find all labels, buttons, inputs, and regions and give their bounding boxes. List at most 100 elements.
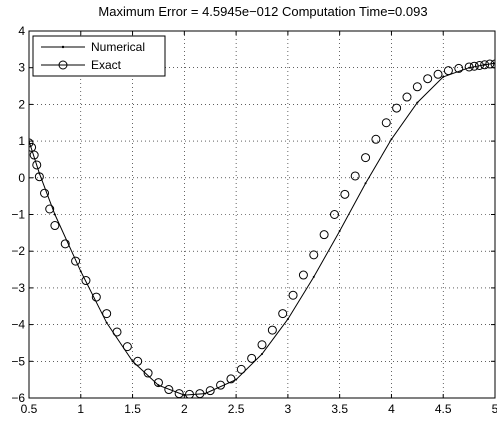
- data-point-exact: [40, 188, 50, 198]
- data-point-exact: [216, 380, 226, 390]
- data-point-exact: [247, 353, 257, 363]
- data-point-numerical: [79, 270, 82, 273]
- data-point-exact: [381, 118, 391, 128]
- data-point-exact: [423, 74, 433, 84]
- data-point-exact: [443, 66, 453, 76]
- data-point-exact: [34, 172, 44, 182]
- data-point-exact: [153, 378, 163, 388]
- data-point-exact: [402, 92, 412, 102]
- data-point-exact: [205, 386, 215, 396]
- data-point-exact: [267, 325, 277, 335]
- data-point-numerical: [312, 275, 315, 278]
- x-tick-label: 2: [181, 402, 188, 416]
- data-point-exact: [122, 342, 132, 352]
- data-point-numerical: [483, 63, 486, 66]
- series-exact: [29, 59, 495, 398]
- y-tick-label: −3: [11, 281, 25, 295]
- y-tick-label: −5: [11, 354, 25, 368]
- data-point-exact: [319, 230, 329, 240]
- series-layer: [29, 59, 495, 398]
- grid-lines: [29, 31, 495, 398]
- data-point-exact: [454, 63, 464, 73]
- data-point-exact: [32, 160, 42, 170]
- y-tick-label: −6: [11, 391, 25, 405]
- data-point-numerical: [286, 318, 289, 321]
- y-tick-label: −4: [11, 318, 25, 332]
- legend: Numerical Exact: [32, 35, 166, 77]
- x-tick-label: 4.5: [435, 402, 452, 416]
- data-point-exact: [485, 59, 495, 69]
- data-point-numerical: [416, 101, 419, 104]
- x-tick-label: 3: [285, 402, 292, 416]
- data-point-exact: [50, 221, 60, 231]
- data-point-numerical: [157, 384, 160, 387]
- y-tick-label: −1: [11, 208, 25, 222]
- data-point-exact: [371, 134, 381, 144]
- data-point-exact: [29, 142, 37, 152]
- data-point-numerical: [390, 138, 393, 141]
- legend-box: [32, 35, 166, 77]
- data-point-exact: [433, 69, 443, 79]
- data-point-exact: [278, 309, 288, 319]
- data-point-exact: [71, 256, 81, 266]
- y-tick-label: 3: [18, 61, 25, 75]
- data-point-exact: [91, 292, 101, 302]
- axis-ticks: 0.5 1 1.5 2 2.5 3 3.5 4 4.5 5 4 3 2 1 0 −1 −2 −3 −4 −5 −6: [11, 24, 497, 416]
- data-point-numerical: [468, 66, 471, 69]
- x-tick-label: 1: [77, 402, 84, 416]
- data-point-exact: [102, 309, 112, 319]
- y-tick-label: −2: [11, 244, 25, 258]
- data-point-exact: [29, 150, 39, 160]
- x-tick-label: 4: [388, 402, 395, 416]
- data-point-numerical: [235, 378, 238, 381]
- data-point-exact: [361, 153, 371, 163]
- data-point-exact: [350, 171, 360, 181]
- data-point-numerical: [53, 213, 56, 216]
- data-point-exact: [81, 276, 91, 286]
- y-tick-label: 0: [18, 171, 25, 185]
- data-point-exact: [112, 327, 122, 337]
- data-point-exact: [226, 374, 236, 384]
- data-point-numerical: [364, 182, 367, 185]
- data-point-exact: [143, 368, 153, 378]
- data-point-exact: [309, 250, 319, 260]
- data-point-exact: [236, 364, 246, 374]
- data-point-exact: [412, 82, 422, 92]
- data-point-numerical: [204, 392, 207, 395]
- data-point-exact: [298, 270, 308, 280]
- y-tick-label: 2: [18, 97, 25, 111]
- legend-label: Exact: [91, 58, 122, 72]
- data-point-exact: [164, 385, 174, 395]
- x-tick-label: 0.5: [21, 402, 38, 416]
- series-line-numerical: [29, 62, 495, 396]
- data-point-exact: [288, 290, 298, 300]
- x-tick-label: 2.5: [228, 402, 245, 416]
- x-tick-label: 5: [492, 402, 497, 416]
- y-tick-label: 4: [18, 24, 25, 38]
- y-tick-label: 1: [18, 134, 25, 148]
- data-point-exact: [257, 340, 267, 350]
- data-point-exact: [133, 356, 143, 366]
- chart-title: Maximum Error = 4.5945e−012 Computation …: [98, 4, 427, 19]
- data-point-exact: [392, 103, 402, 113]
- data-point-numerical: [131, 360, 134, 363]
- legend-marker-circle: [58, 60, 68, 70]
- data-point-numerical: [105, 321, 108, 324]
- data-point-exact: [329, 210, 339, 219]
- legend-label: Numerical: [91, 40, 145, 54]
- series-numerical: [29, 62, 495, 397]
- data-point-exact: [340, 189, 350, 199]
- data-point-exact: [45, 204, 55, 214]
- data-point-numerical: [261, 352, 263, 355]
- legend-marker-dot: [61, 45, 65, 49]
- x-tick-label: 3.5: [331, 402, 348, 416]
- data-point-exact: [185, 389, 195, 398]
- data-point-exact: [464, 62, 474, 72]
- data-point-numerical: [442, 75, 445, 78]
- data-point-exact: [60, 239, 70, 249]
- data-point-numerical: [338, 230, 341, 233]
- x-tick-label: 1.5: [124, 402, 141, 416]
- data-point-exact: [29, 138, 34, 148]
- data-point-exact: [490, 59, 495, 69]
